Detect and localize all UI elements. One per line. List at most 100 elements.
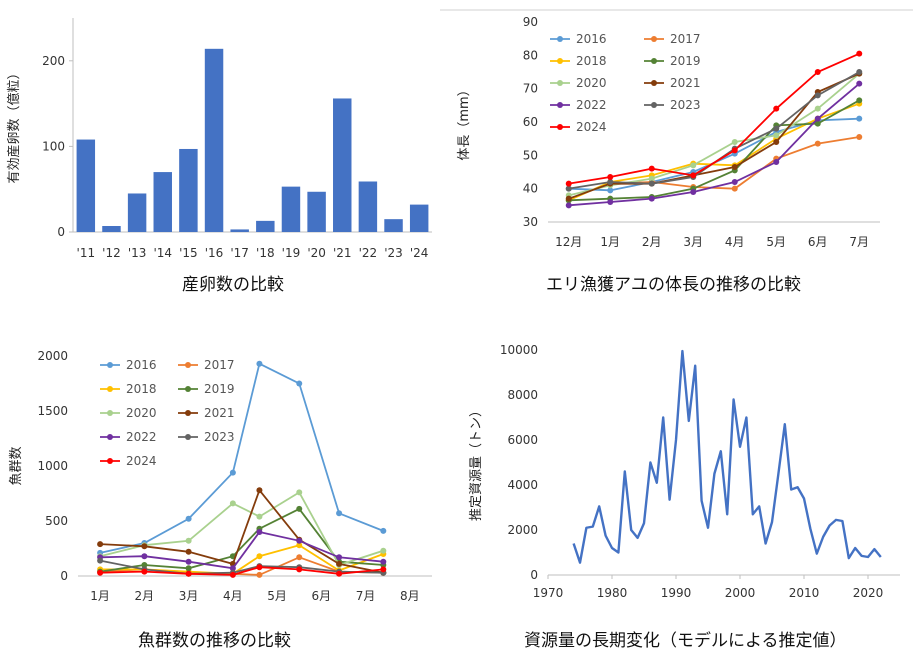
y-axis-label: 体長（mm） bbox=[457, 83, 472, 160]
x-tick-label: 5月 bbox=[766, 235, 786, 249]
data-point-2023 bbox=[856, 69, 863, 75]
legend-label: 2023 bbox=[204, 430, 235, 444]
data-point-2016 bbox=[380, 527, 387, 534]
legend-marker bbox=[107, 410, 113, 416]
y-tick-label: 0 bbox=[57, 225, 65, 239]
data-point-2021 bbox=[336, 560, 343, 567]
data-point-2022 bbox=[336, 554, 343, 561]
legend-label: 2018 bbox=[576, 54, 607, 68]
spawn-bar-chart: 0 100 200 '11 '12 '13 '14 '15 '16 '17 '18 '19 '20 '21… bbox=[6, 18, 432, 260]
data-point-2024 bbox=[731, 147, 738, 154]
data-point-2023 bbox=[565, 185, 572, 192]
series-line-2024 bbox=[100, 566, 384, 576]
legend-marker bbox=[557, 58, 563, 64]
legend-label: 2024 bbox=[576, 120, 607, 134]
data-point-2019 bbox=[141, 562, 148, 568]
data-point-2022 bbox=[296, 537, 303, 544]
x-tick-label: 2020 bbox=[853, 586, 884, 600]
legend-label: 2016 bbox=[576, 32, 607, 46]
x-tick-label: 4月 bbox=[223, 589, 243, 603]
bar bbox=[204, 48, 224, 232]
bar bbox=[230, 229, 249, 232]
data-point-2022 bbox=[229, 565, 236, 572]
data-point-2020 bbox=[731, 139, 738, 145]
legend-marker bbox=[107, 362, 113, 368]
x-tick-label: 8月 bbox=[400, 589, 420, 603]
data-point-2022 bbox=[141, 553, 148, 560]
data-point-2017 bbox=[256, 571, 263, 578]
data-point-2018 bbox=[296, 542, 303, 549]
bar bbox=[127, 193, 147, 232]
bar bbox=[179, 148, 198, 232]
data-point-2020 bbox=[256, 513, 263, 520]
x-tick-label: 5月 bbox=[267, 589, 287, 603]
x-tick-label: 7月 bbox=[356, 589, 376, 603]
data-point-2020 bbox=[690, 162, 697, 169]
data-point-2021 bbox=[141, 543, 148, 550]
data-point-2024 bbox=[296, 566, 303, 573]
data-point-2022 bbox=[648, 195, 655, 202]
bar bbox=[409, 204, 429, 232]
y-tick-label: 1500 bbox=[37, 404, 68, 418]
series-line-2019 bbox=[568, 99, 860, 202]
data-point-2018 bbox=[256, 553, 263, 560]
x-tick-label: 12月 bbox=[555, 235, 582, 249]
x-tick-label: 2月 bbox=[135, 589, 155, 603]
legend-marker bbox=[651, 58, 657, 64]
legend-marker bbox=[651, 36, 657, 42]
data-point-2022 bbox=[690, 189, 697, 195]
data-point-2020 bbox=[185, 537, 192, 544]
x-tick-label: 2010 bbox=[789, 586, 820, 600]
data-point-2021 bbox=[731, 164, 738, 170]
series-line-2020 bbox=[99, 491, 384, 567]
schools-line-chart: 0 500 1000 1500 2000 1月 2月 3月 4月 5月 6月 7月 8月 2016 2017… bbox=[9, 349, 432, 603]
data-point-2022 bbox=[773, 159, 780, 165]
x-tick-label: 7月 bbox=[849, 235, 869, 249]
data-point-2023 bbox=[607, 179, 614, 185]
y-tick-label: 50 bbox=[523, 148, 538, 162]
legend-marker bbox=[651, 102, 657, 108]
data-point-2021 bbox=[565, 195, 572, 202]
series-line-2024 bbox=[568, 52, 860, 185]
data-point-2022 bbox=[185, 558, 192, 565]
data-point-2020 bbox=[296, 489, 303, 496]
resource-line-chart: 0 2000 4000 6000 8000 10000 1970 1980 1990 2000 20… bbox=[469, 343, 900, 600]
spawn-chart-title: 産卵数の比較 bbox=[182, 275, 284, 295]
x-tick-label: '23 bbox=[384, 246, 403, 260]
y-tick-label: 200 bbox=[42, 54, 65, 68]
y-tick-label: 2000 bbox=[507, 523, 538, 537]
resource-series-line bbox=[572, 349, 882, 564]
data-point-2016 bbox=[256, 360, 263, 367]
data-point-2020 bbox=[229, 500, 236, 507]
data-point-2022 bbox=[607, 199, 614, 205]
legend-label: 2021 bbox=[204, 406, 235, 420]
data-point-2024 bbox=[690, 172, 697, 179]
x-tick-label: '21 bbox=[333, 246, 352, 260]
data-point-2023 bbox=[648, 180, 655, 187]
data-point-2024 bbox=[141, 568, 148, 575]
series-line-2022 bbox=[568, 82, 860, 207]
data-point-2022 bbox=[814, 115, 821, 122]
y-tick-label: 40 bbox=[523, 182, 538, 196]
legend-marker bbox=[185, 362, 191, 368]
legend-marker bbox=[107, 386, 113, 392]
bar bbox=[307, 191, 326, 232]
legend-marker bbox=[557, 80, 563, 86]
legend-marker bbox=[557, 36, 563, 42]
data-point-2022 bbox=[380, 558, 387, 565]
x-tick-label: 1990 bbox=[661, 586, 692, 600]
data-point-2024 bbox=[814, 69, 821, 75]
legend-marker bbox=[185, 386, 191, 392]
data-point-2024 bbox=[97, 569, 104, 576]
data-point-2024 bbox=[380, 566, 387, 573]
resource-chart-title: 資源量の長期変化（モデルによる推定値） bbox=[524, 631, 847, 651]
x-tick-label: '20 bbox=[307, 246, 326, 260]
y-tick-label: 4000 bbox=[507, 478, 538, 492]
x-tick-label: 3月 bbox=[179, 589, 199, 603]
bar bbox=[102, 226, 121, 232]
data-point-2017 bbox=[856, 134, 863, 140]
data-point-2022 bbox=[731, 179, 738, 185]
bar bbox=[281, 186, 301, 232]
series-line-2022 bbox=[100, 530, 384, 570]
x-tick-label: '12 bbox=[102, 246, 121, 260]
